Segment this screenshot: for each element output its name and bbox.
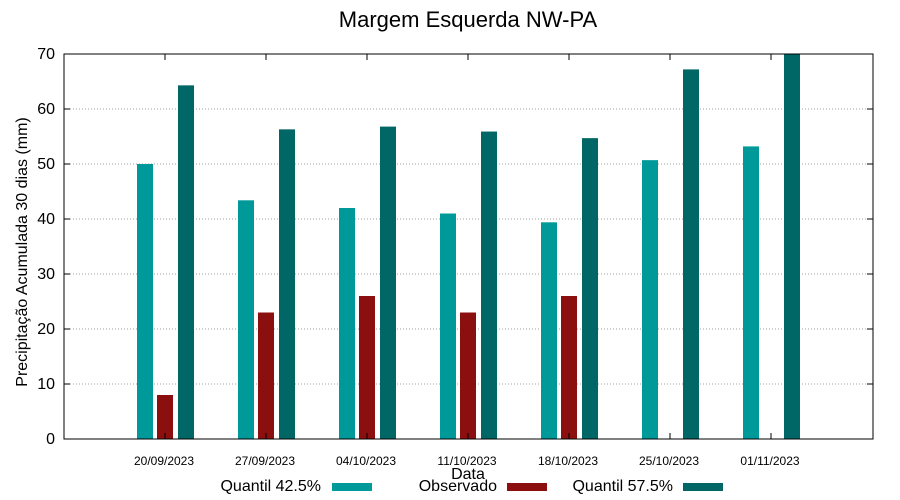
bar: [582, 138, 598, 439]
bar: [642, 160, 658, 439]
bar: [380, 126, 396, 439]
bar: [683, 69, 699, 440]
x-ticks: 20/09/2023 27/09/2023 04/10/2023 11/10/2023…: [134, 54, 800, 468]
y-ticks: 0 10 20 30 40 50 60 70: [37, 46, 873, 448]
bar: [137, 164, 153, 439]
x-tick-label: 01/11/2023: [740, 454, 799, 468]
y-tick-label: 0: [46, 431, 55, 448]
y-tick-label: 20: [37, 321, 55, 338]
x-tick-label: 04/10/2023: [336, 454, 396, 468]
y-tick-label: 70: [37, 46, 55, 63]
x-tick-label: 20/09/2023: [134, 454, 194, 468]
chart-title: Margem Esquerda NW-PA: [339, 7, 598, 32]
legend-swatch: [507, 483, 547, 491]
bar: [178, 85, 194, 439]
x-tick-label: 18/10/2023: [538, 454, 598, 468]
bar: [258, 312, 274, 439]
bar: [279, 129, 295, 439]
y-tick-label: 50: [37, 156, 55, 173]
bar: [157, 395, 173, 439]
bar: [541, 222, 557, 439]
y-tick-label: 60: [37, 101, 55, 118]
bar: [440, 213, 456, 439]
legend-label: Quantil 42.5%: [220, 478, 321, 495]
legend-label: Observado: [419, 478, 497, 495]
bar: [481, 131, 497, 440]
y-tick-label: 30: [37, 266, 55, 283]
legend-swatch: [683, 483, 723, 491]
bars-layer: [137, 54, 800, 440]
legend-label: Quantil 57.5%: [572, 478, 673, 495]
bar: [784, 54, 800, 439]
legend-item: Observado: [419, 478, 547, 495]
bar: [743, 146, 759, 439]
y-tick-label: 40: [37, 211, 55, 228]
x-tick-label: 25/10/2023: [639, 454, 699, 468]
y-axis-label: Precipitação Acumulada 30 dias (mm): [14, 117, 31, 386]
bar: [238, 200, 254, 439]
y-tick-label: 10: [37, 376, 55, 393]
legend-swatch: [332, 483, 372, 491]
legend: Quantil 42.5% Observado Quantil 57.5%: [220, 478, 723, 495]
x-tick-label: 27/09/2023: [235, 454, 295, 468]
bar: [561, 296, 577, 439]
legend-item: Quantil 42.5%: [220, 478, 372, 495]
x-tick-label: 11/10/2023: [437, 454, 496, 468]
legend-item: Quantil 57.5%: [572, 478, 723, 495]
x-axis-label: Data: [451, 466, 485, 483]
bar: [460, 312, 476, 439]
bar: [359, 296, 375, 439]
bar: [339, 208, 355, 439]
